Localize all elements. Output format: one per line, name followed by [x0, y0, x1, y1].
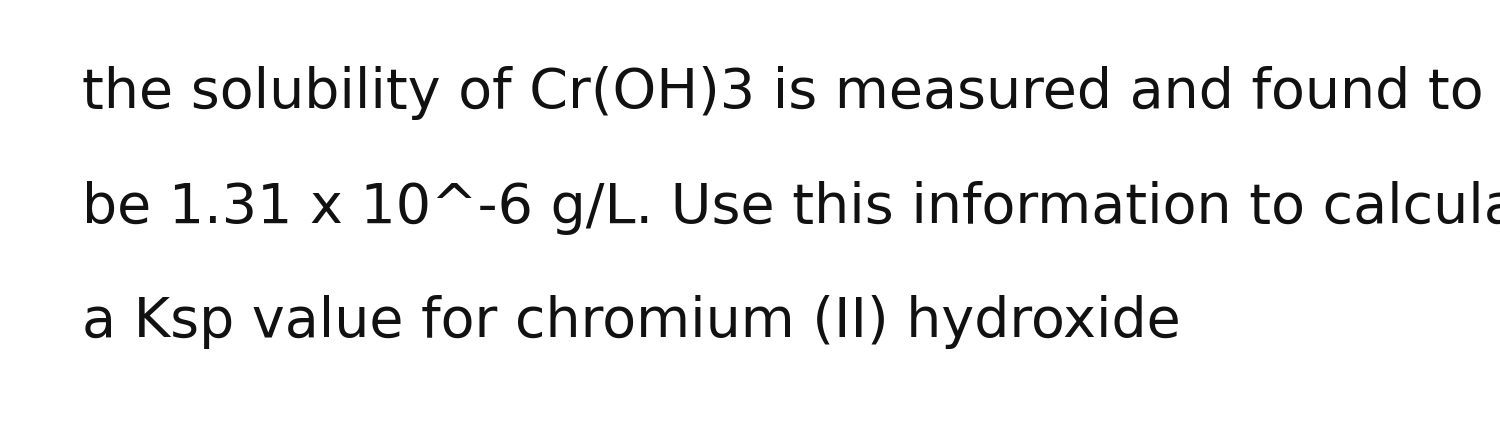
Text: a Ksp value for chromium (II) hydroxide: a Ksp value for chromium (II) hydroxide: [82, 295, 1182, 349]
Text: the solubility of Cr(OH)3 is measured and found to: the solubility of Cr(OH)3 is measured an…: [82, 66, 1484, 120]
Text: be 1.31 x 10^-6 g/L. Use this information to calculate: be 1.31 x 10^-6 g/L. Use this informatio…: [82, 181, 1500, 235]
